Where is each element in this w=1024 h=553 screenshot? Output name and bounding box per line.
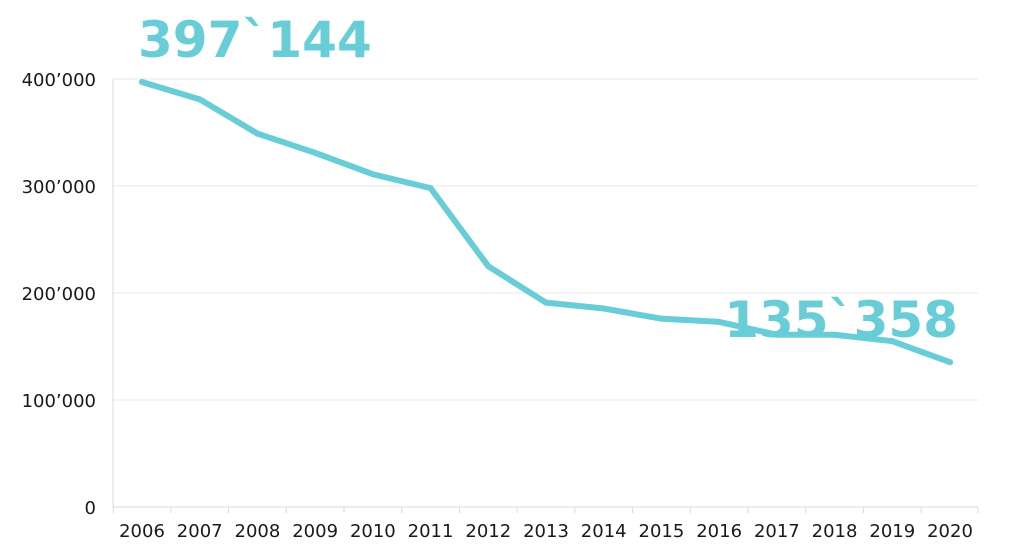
y-tick-label: 300’000 — [22, 177, 96, 198]
annotations: 397`144 135`358 — [138, 11, 958, 349]
data-point — [831, 331, 838, 338]
x-tick-label: 2014 — [581, 521, 627, 542]
x-tick-label: 2009 — [292, 521, 338, 542]
x-tick-label: 2019 — [869, 521, 915, 542]
data-point — [716, 318, 723, 325]
data-point — [139, 79, 145, 86]
axes — [112, 79, 979, 513]
data-point — [543, 299, 549, 306]
value-callout: 397`144 — [138, 11, 372, 69]
data-point — [312, 149, 319, 156]
x-axis-ticks: 2006 2007 2008 2009 2010 2011 2012 2013 2014 2015… — [119, 521, 973, 542]
y-tick-label: 200’000 — [22, 284, 96, 305]
x-tick-label: 2016 — [696, 521, 742, 542]
data-point — [254, 130, 261, 137]
x-tick-label: 2011 — [408, 521, 454, 542]
x-tick-label: 2015 — [639, 521, 685, 542]
data-point — [196, 96, 203, 103]
x-tick-label: 2013 — [523, 521, 569, 542]
x-tick-label: 2006 — [119, 521, 165, 542]
x-tick-label: 2017 — [754, 521, 800, 542]
x-tick-label: 2008 — [235, 521, 281, 542]
data-point — [947, 359, 953, 366]
x-tick-label: 2018 — [812, 521, 858, 542]
y-tick-label: 0 — [85, 498, 96, 519]
y-tick-label: 100’000 — [22, 391, 96, 412]
x-tick-label: 2007 — [177, 521, 223, 542]
value-callout: 135`358 — [724, 291, 958, 349]
data-point — [889, 338, 896, 345]
y-axis-ticks: 0 100’000 200’000 300’000 400’000 — [22, 70, 96, 519]
data-point — [658, 315, 665, 322]
y-tick-label: 400’000 — [22, 70, 96, 91]
x-tick-label: 2010 — [350, 521, 396, 542]
data-point — [600, 305, 607, 312]
x-tick-label: 2020 — [927, 521, 973, 542]
data-point — [427, 185, 434, 192]
series-layer — [139, 79, 953, 366]
gridlines — [113, 78, 978, 401]
x-tick-label: 2012 — [465, 521, 511, 542]
data-point — [369, 171, 376, 178]
data-point — [485, 263, 492, 270]
data-point — [773, 331, 780, 338]
